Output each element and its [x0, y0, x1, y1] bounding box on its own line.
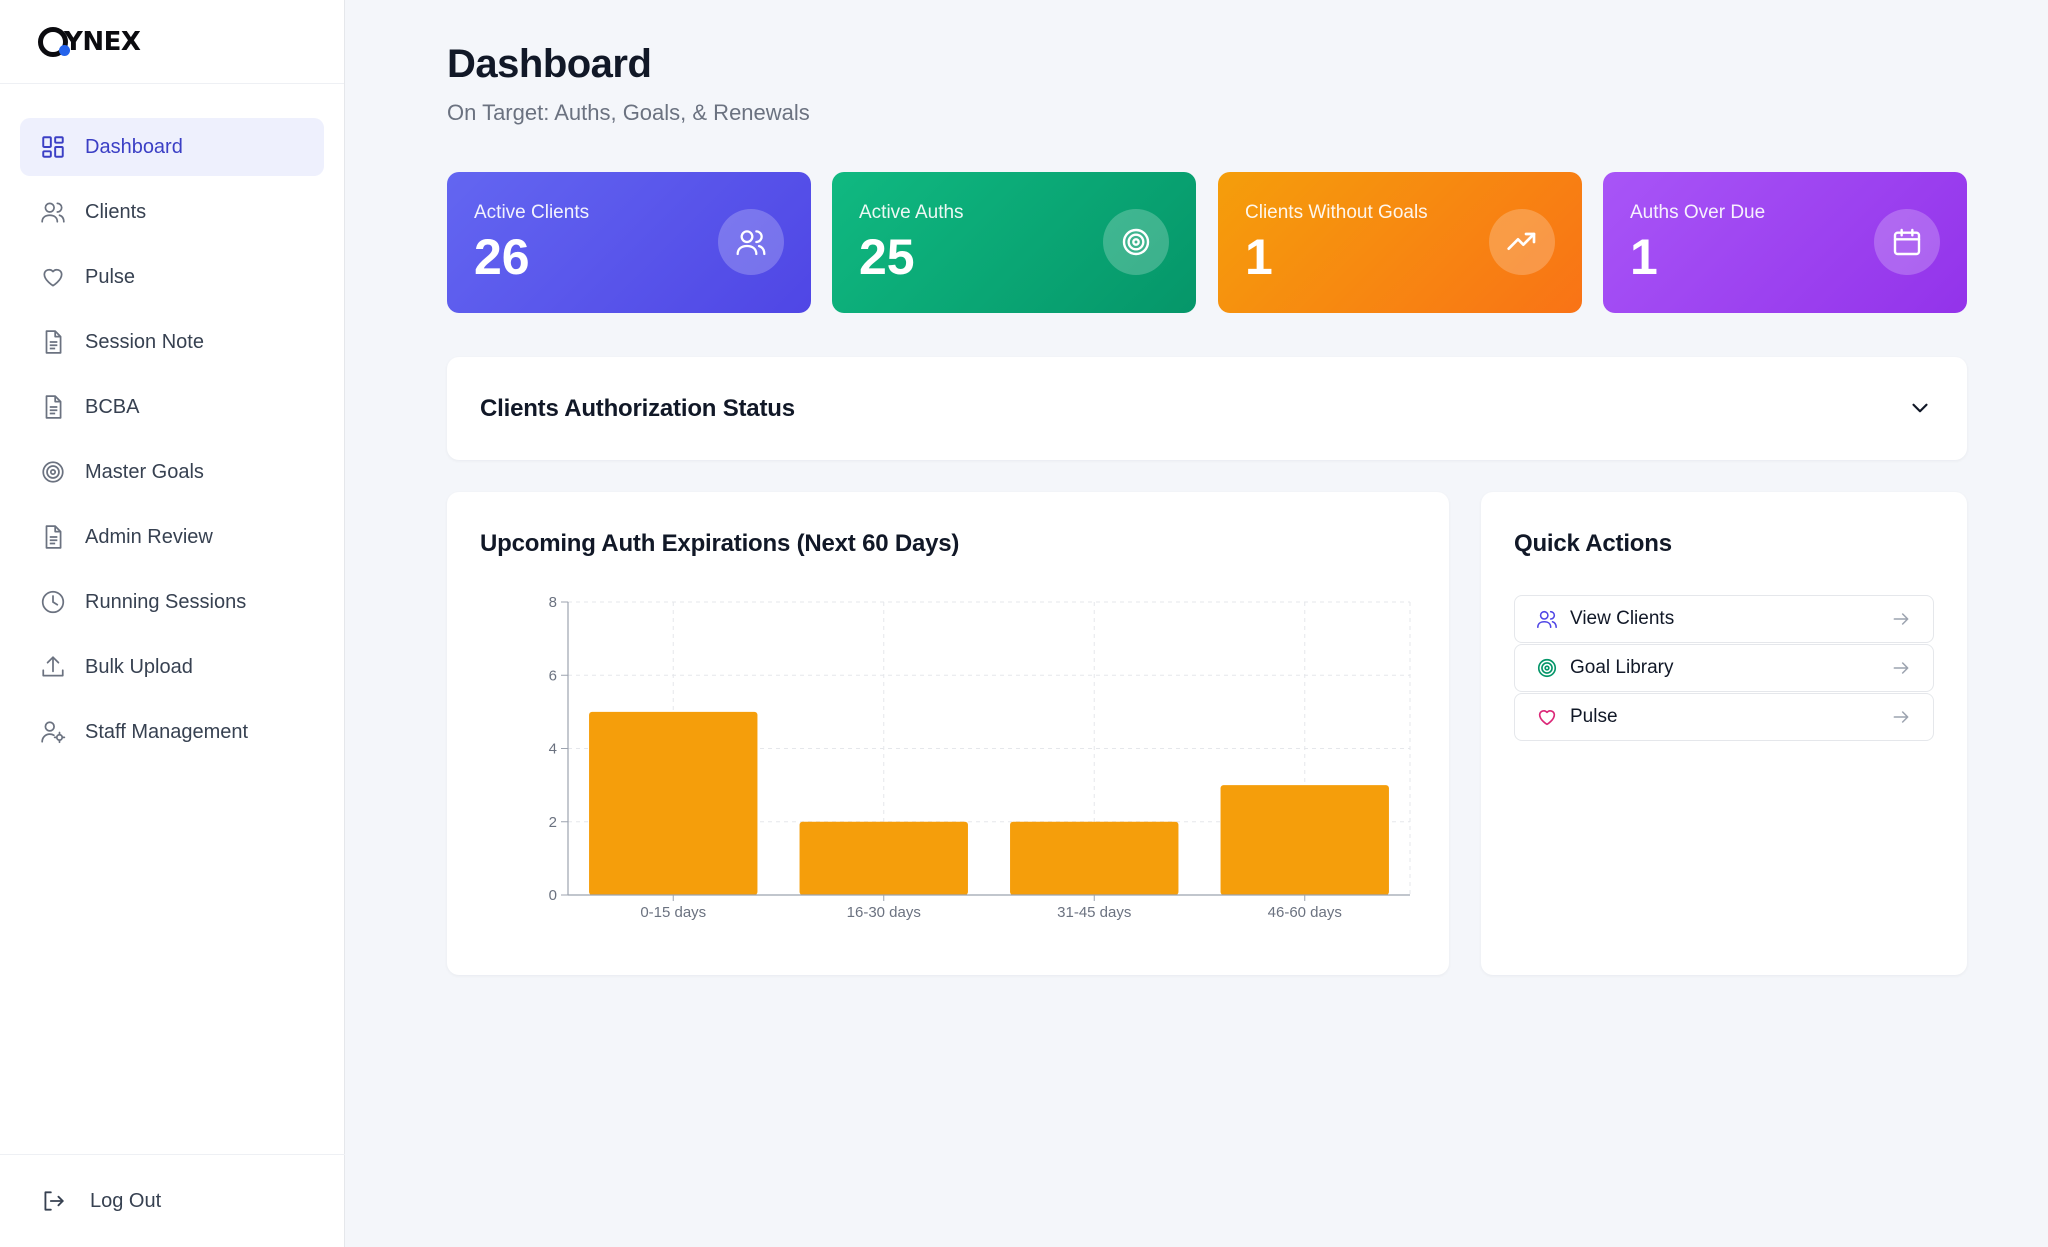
- arrow-right-icon: [1893, 662, 1909, 674]
- users-icon: [1536, 608, 1558, 630]
- sidebar-item-label: Session Note: [85, 330, 204, 353]
- sidebar-item-label: Master Goals: [85, 460, 204, 483]
- stat-value: 1: [1245, 229, 1273, 285]
- quick-actions-list: View Clients Goal Library Pulse: [1514, 595, 1934, 742]
- logo-text: YNEX: [64, 26, 141, 57]
- sidebar-item-label: Dashboard: [85, 135, 183, 158]
- sidebar-item-label: Bulk Upload: [85, 655, 193, 678]
- upload-icon: [40, 654, 66, 680]
- sidebar-item-label: Staff Management: [85, 720, 249, 743]
- stat-label: Active Clients: [474, 202, 590, 223]
- sidebar-item-dashboard[interactable]: Dashboard: [20, 118, 324, 176]
- heart-icon: [40, 264, 66, 290]
- sidebar-item-session-note[interactable]: Session Note: [20, 313, 324, 371]
- quick-action-label: Pulse: [1570, 706, 1618, 727]
- chart-title: Upcoming Auth Expirations (Next 60 Days): [480, 530, 960, 557]
- bar-16-30-days: [799, 821, 968, 895]
- clock-icon: [40, 589, 66, 615]
- quick-action-label: View Clients: [1570, 608, 1675, 629]
- quick-action-label: Goal Library: [1570, 657, 1674, 678]
- document-icon: [40, 329, 66, 355]
- sidebar-nav: Dashboard Clients Pulse Session Note BCB…: [0, 84, 344, 761]
- bar-46-60-days: [1220, 785, 1389, 895]
- quick-actions-card: Quick Actions View Clients Goal Library: [1481, 492, 1967, 975]
- arrow-right-icon: [1893, 613, 1909, 625]
- stat-label: Auths Over Due: [1630, 202, 1766, 223]
- quick-actions-title: Quick Actions: [1514, 530, 1672, 557]
- calendar-icon: [1874, 209, 1940, 275]
- stat-card-clients-without-goals[interactable]: Clients Without Goals 1: [1218, 172, 1582, 313]
- bar-0-15-days: [589, 711, 758, 895]
- auth-expirations-chart: 0 2 4 6 8 0-15 days 16-30 days 31-45 days 46-60 …: [549, 594, 1411, 921]
- stat-cards: Active Clients 26 Active Auths 25 Client…: [447, 172, 1967, 313]
- users-icon: [40, 199, 66, 225]
- sidebar: YNEX Dashboard Clients Pulse Session Not…: [0, 0, 345, 1247]
- y-tick-label: 4: [549, 741, 557, 758]
- y-tick-label: 2: [549, 814, 557, 831]
- x-tick-label: 31-45 days: [1057, 904, 1131, 921]
- y-tick-label: 8: [549, 594, 557, 611]
- page-title: Dashboard: [447, 42, 652, 86]
- quick-action-goal-library[interactable]: Goal Library: [1514, 644, 1934, 692]
- bar-31-45-days: [1010, 821, 1179, 895]
- sidebar-item-label: Pulse: [85, 265, 136, 288]
- trending-up-icon: [1489, 209, 1555, 275]
- sidebar-item-running-sessions[interactable]: Running Sessions: [20, 573, 324, 631]
- x-tick-label: 16-30 days: [847, 904, 921, 921]
- quick-action-view-clients[interactable]: View Clients: [1514, 595, 1934, 643]
- user-gear-icon: [40, 719, 66, 745]
- stat-label: Clients Without Goals: [1245, 202, 1428, 223]
- page-subtitle: On Target: Auths, Goals, & Renewals: [447, 100, 810, 125]
- x-tick-label: 0-15 days: [640, 904, 706, 921]
- y-tick-label: 6: [549, 667, 557, 684]
- sidebar-item-master-goals[interactable]: Master Goals: [20, 443, 324, 501]
- stat-label: Active Auths: [859, 202, 964, 223]
- sidebar-item-bcba[interactable]: BCBA: [20, 378, 324, 436]
- sidebar-item-pulse[interactable]: Pulse: [20, 248, 324, 306]
- target-icon: [1103, 209, 1169, 275]
- stat-value: 1: [1630, 229, 1658, 285]
- arrow-right-icon: [1893, 711, 1909, 723]
- document-icon: [40, 524, 66, 550]
- chevron-down-icon[interactable]: [1907, 395, 1933, 421]
- heart-icon: [1536, 706, 1558, 728]
- sidebar-item-bulk-upload[interactable]: Bulk Upload: [20, 638, 324, 696]
- stat-value: 25: [859, 229, 915, 285]
- logout-label: Log Out: [90, 1189, 162, 1212]
- y-tick-label: 0: [549, 887, 557, 904]
- document-icon: [40, 394, 66, 420]
- stat-card-auths-over-due[interactable]: Auths Over Due 1: [1603, 172, 1967, 313]
- sidebar-item-label: Clients: [85, 200, 147, 223]
- sidebar-item-label: BCBA: [85, 395, 140, 418]
- auth-status-accordion[interactable]: Clients Authorization Status: [447, 357, 1967, 460]
- target-icon: [1536, 657, 1558, 679]
- users-icon: [718, 209, 784, 275]
- sidebar-item-label: Running Sessions: [85, 590, 247, 613]
- target-icon: [40, 459, 66, 485]
- brand-logo[interactable]: YNEX: [0, 0, 344, 84]
- stat-value: 26: [474, 229, 530, 285]
- stat-card-active-auths[interactable]: Active Auths 25: [832, 172, 1196, 313]
- sidebar-item-staff-management[interactable]: Staff Management: [20, 703, 324, 761]
- auth-status-title: Clients Authorization Status: [480, 394, 795, 422]
- quick-action-pulse[interactable]: Pulse: [1514, 693, 1934, 741]
- logout-button[interactable]: Log Out: [0, 1154, 345, 1247]
- dashboard-grid-icon: [40, 134, 66, 160]
- logout-icon: [40, 1188, 66, 1214]
- auth-expirations-chart-card: Upcoming Auth Expirations (Next 60 Days)…: [447, 492, 1449, 975]
- logo-mark-icon: [38, 26, 70, 57]
- x-tick-label: 46-60 days: [1268, 904, 1342, 921]
- sidebar-item-label: Admin Review: [85, 525, 213, 548]
- sidebar-item-admin-review[interactable]: Admin Review: [20, 508, 324, 566]
- stat-card-active-clients[interactable]: Active Clients 26: [447, 172, 811, 313]
- sidebar-item-clients[interactable]: Clients: [20, 183, 324, 241]
